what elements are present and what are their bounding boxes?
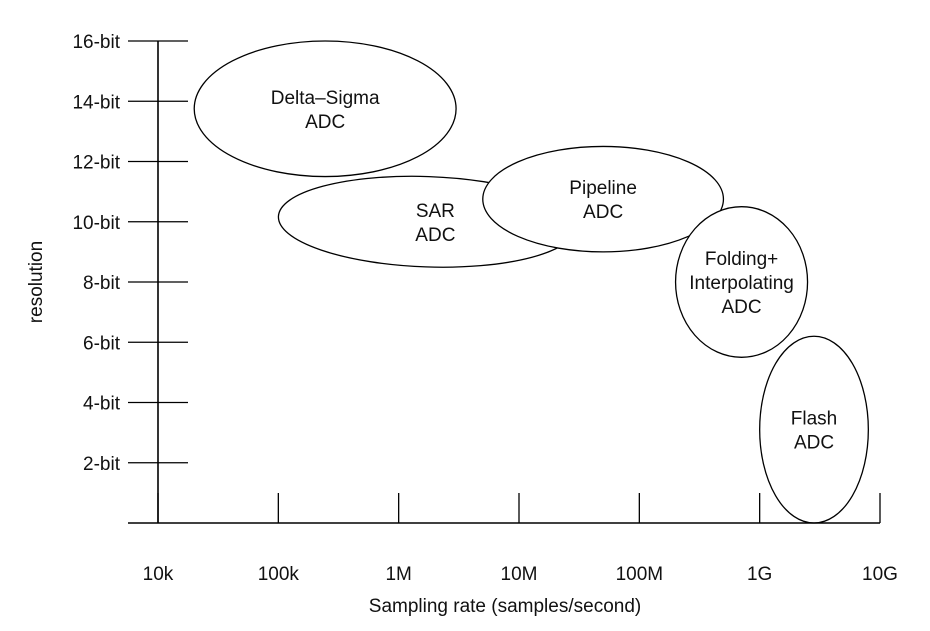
region-delta-sigma-adc [193, 40, 457, 178]
region-group: Delta–Sigma ADC [193, 40, 457, 178]
region-label: Interpolating [689, 273, 794, 294]
y-axis-title: resolution [26, 241, 47, 323]
region-label: Pipeline [569, 178, 637, 199]
region-label: ADC [794, 433, 834, 454]
region-label: Flash [791, 409, 837, 430]
region-label: ADC [305, 112, 345, 133]
y-tick-label: 16-bit [72, 32, 120, 53]
region-group: Flash ADC [759, 335, 869, 524]
y-tick-label: 2-bit [83, 454, 121, 475]
ticks-layer: 2-bit 4-bit 6-bit 8-bit 10-bit 12-bit 14-bit 16… [72, 32, 897, 585]
x-axis-title: Sampling rate (samples/second) [369, 596, 641, 617]
region-label: Folding+ [705, 249, 778, 270]
region-label: ADC [415, 225, 455, 246]
x-tick-label: 10G [862, 564, 898, 585]
x-tick-label: 1G [747, 564, 772, 585]
region-folding-interpolating-adc [674, 206, 809, 358]
region-label: SAR [416, 201, 455, 222]
y-tick-label: 10-bit [72, 213, 120, 234]
region-group: Pipeline ADC [482, 145, 725, 253]
x-tick-label: 10M [501, 564, 538, 585]
y-tick-label: 4-bit [83, 394, 121, 415]
y-tick-label: 6-bit [83, 333, 121, 354]
region-label: Delta–Sigma [271, 88, 380, 109]
x-tick-label: 1M [385, 564, 411, 585]
region-pipeline-adc [482, 145, 725, 253]
y-tick-label: 12-bit [72, 153, 120, 174]
y-tick-label: 14-bit [72, 92, 120, 113]
x-tick-label: 100k [258, 564, 300, 585]
region-label: ADC [583, 202, 623, 223]
region-group: Folding+ Interpolating ADC [674, 206, 809, 358]
x-tick-label: 10k [143, 564, 174, 585]
x-tick-label: 100M [616, 564, 664, 585]
regions-layer: Delta–Sigma ADC SAR ADC Pipeline ADC Folding+ I… [193, 40, 869, 524]
region-label: ADC [721, 297, 761, 318]
y-tick-label: 8-bit [83, 273, 121, 294]
